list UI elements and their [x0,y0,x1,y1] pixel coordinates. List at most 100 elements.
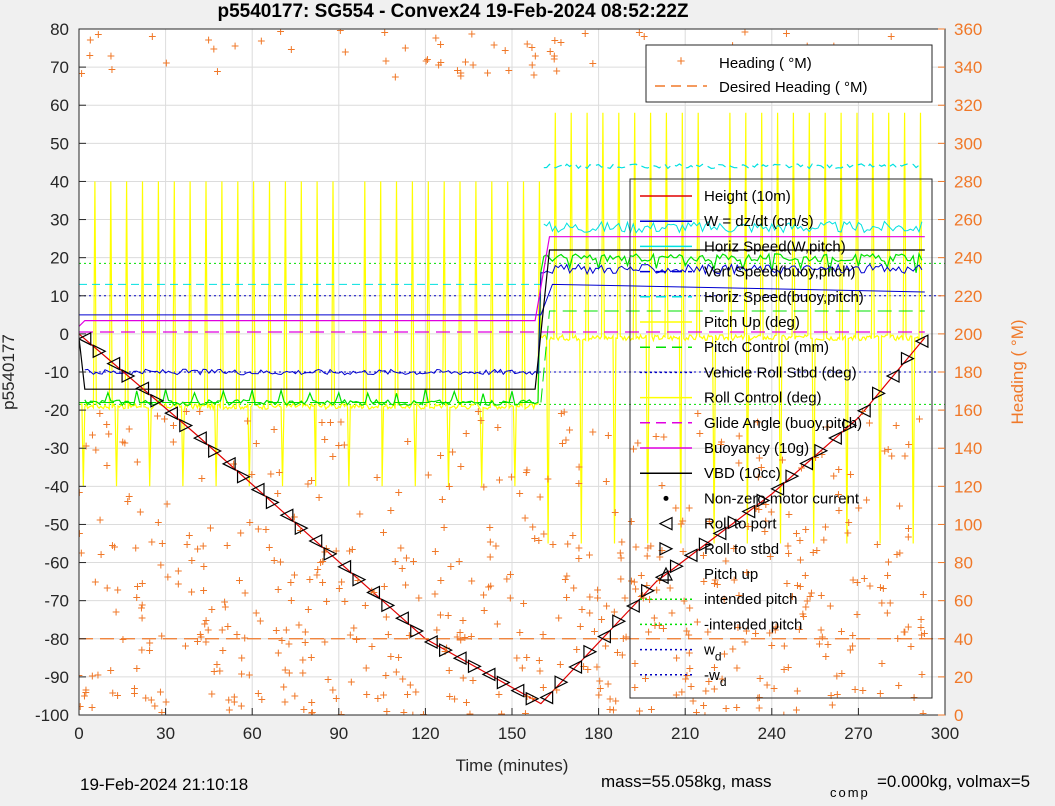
heading-plus-marker: + [281,693,289,709]
heading-plus-marker: + [837,623,845,639]
roll-to-stbd-marker [872,386,886,401]
heading-plus-marker: + [287,41,295,57]
heading-plus-marker: + [730,540,738,556]
heading-plus-marker: + [768,637,776,653]
heading-plus-marker: + [734,619,742,635]
heading-plus-marker: + [338,574,346,590]
y2-tick-label: 160 [954,401,982,420]
heading-plus-marker: + [490,37,498,53]
roll-to-port-marker [510,683,525,698]
heading-plus-marker: + [262,521,270,537]
heading-plus-marker: + [523,688,531,704]
heading-plus-marker: + [560,404,568,420]
heading-plus-marker: + [208,601,216,617]
y2-tick-label: 260 [954,211,982,230]
heading-plus-marker: + [639,587,647,603]
y-tick-label: -30 [44,439,69,458]
heading-plus-marker: + [381,24,389,40]
heading-plus-marker: + [105,426,113,442]
heading-plus-marker: + [453,628,461,644]
heading-plus-marker: + [556,656,564,672]
heading-plus-marker: + [859,403,867,419]
heading-plus-marker: + [766,625,774,641]
heading-plus-marker: + [75,484,83,500]
heading-plus-marker: + [75,667,83,683]
heading-plus-marker: + [409,707,417,723]
heading-plus-marker: + [246,514,254,530]
heading-plus-marker: + [553,682,561,698]
roll-to-stbd-marker [265,495,280,510]
y2-tick-label: 140 [954,439,982,458]
heading-plus-marker: + [138,641,146,657]
heading-plus-marker: + [884,554,892,570]
heading-legend: + Heading ( °M) Desired Heading ( °M) [645,44,933,103]
heading-plus-marker: + [156,683,164,699]
heading-plus-marker: + [148,28,156,44]
heading-plus-marker: + [822,648,830,664]
heading-plus-marker: + [677,515,685,531]
heading-plus-marker: + [486,533,494,549]
heading-plus-marker: + [643,577,651,593]
heading-plus-marker: + [780,637,788,653]
heading-plus-marker: + [904,619,912,635]
heading-plus-marker: + [886,595,894,611]
legend-entry-label: -intended pitch [704,616,802,633]
y-tick-label: -100 [35,706,69,725]
heading-plus-marker: + [274,485,282,501]
heading-plus-marker: + [631,655,639,671]
heading-plus-marker: + [920,625,928,641]
heading-plus-marker: + [208,685,216,701]
y-tick-label: -70 [44,592,69,611]
legend-swatch-triangle [658,516,673,531]
heading-plus-marker: + [138,610,146,626]
y2-tick-label: 280 [954,172,982,191]
heading-plus-marker: + [183,536,191,552]
heading-plus-marker: + [692,704,700,720]
heading-plus-marker: + [919,586,927,602]
heading-plus-marker: + [866,577,874,593]
heading-plus-marker: + [535,652,543,668]
heading-plus-marker: + [299,651,307,667]
heading-plus-marker: + [611,504,619,520]
heading-plus-marker: + [788,588,796,604]
roll-to-stbd-marker [583,644,598,659]
heading-plus-marker: + [640,28,648,44]
heading-plus-marker: + [770,680,778,696]
heading-plus-marker: + [564,536,572,552]
legend-entry-subscript: d [715,650,722,664]
heading-plus-marker: + [103,457,111,473]
heading-plus-marker: + [540,526,548,542]
legend-entry-label: Pitch Control (mm) [704,339,829,356]
heading-plus-marker: + [575,459,583,475]
heading-plus-marker: + [356,506,364,522]
heading-plus-marker: + [402,549,410,565]
heading-plus-marker: + [107,47,115,63]
heading-plus-marker: + [796,532,804,548]
heading-plus-marker: + [763,676,771,692]
heading-plus-marker: + [785,506,793,522]
heading-plus-marker: + [865,414,873,430]
heading-plus-marker: + [884,567,892,583]
y-tick-label: 0 [60,325,69,344]
roll-to-port-marker [770,481,785,496]
axis-ticks: 0 30 60 90 120 150 180 210 240 270 300807060504030… [35,20,982,743]
heading-plus-marker: + [650,610,658,626]
heading-plus-marker: + [401,40,409,56]
heading-plus-marker: + [154,514,162,530]
heading-plus-marker: + [818,629,826,645]
heading-plus-marker: + [437,54,445,70]
x-tick-label: 60 [243,724,262,743]
heading-plus-marker: + [863,492,871,508]
heading-plus-marker: + [221,599,229,615]
heading-plus-marker: + [530,67,538,83]
heading-plus-marker: + [610,604,618,620]
heading-plus-marker: + [468,572,476,588]
heading-plus-marker: + [853,606,861,622]
heading-plus-marker: + [308,704,316,720]
heading-plus-marker: + [647,538,655,554]
heading-plus-marker: + [910,689,918,705]
legend-swatch-triangle [659,566,673,581]
heading-plus-marker: + [652,428,660,444]
heading-plus-marker: + [457,67,465,83]
heading-plus-marker: + [457,632,465,648]
